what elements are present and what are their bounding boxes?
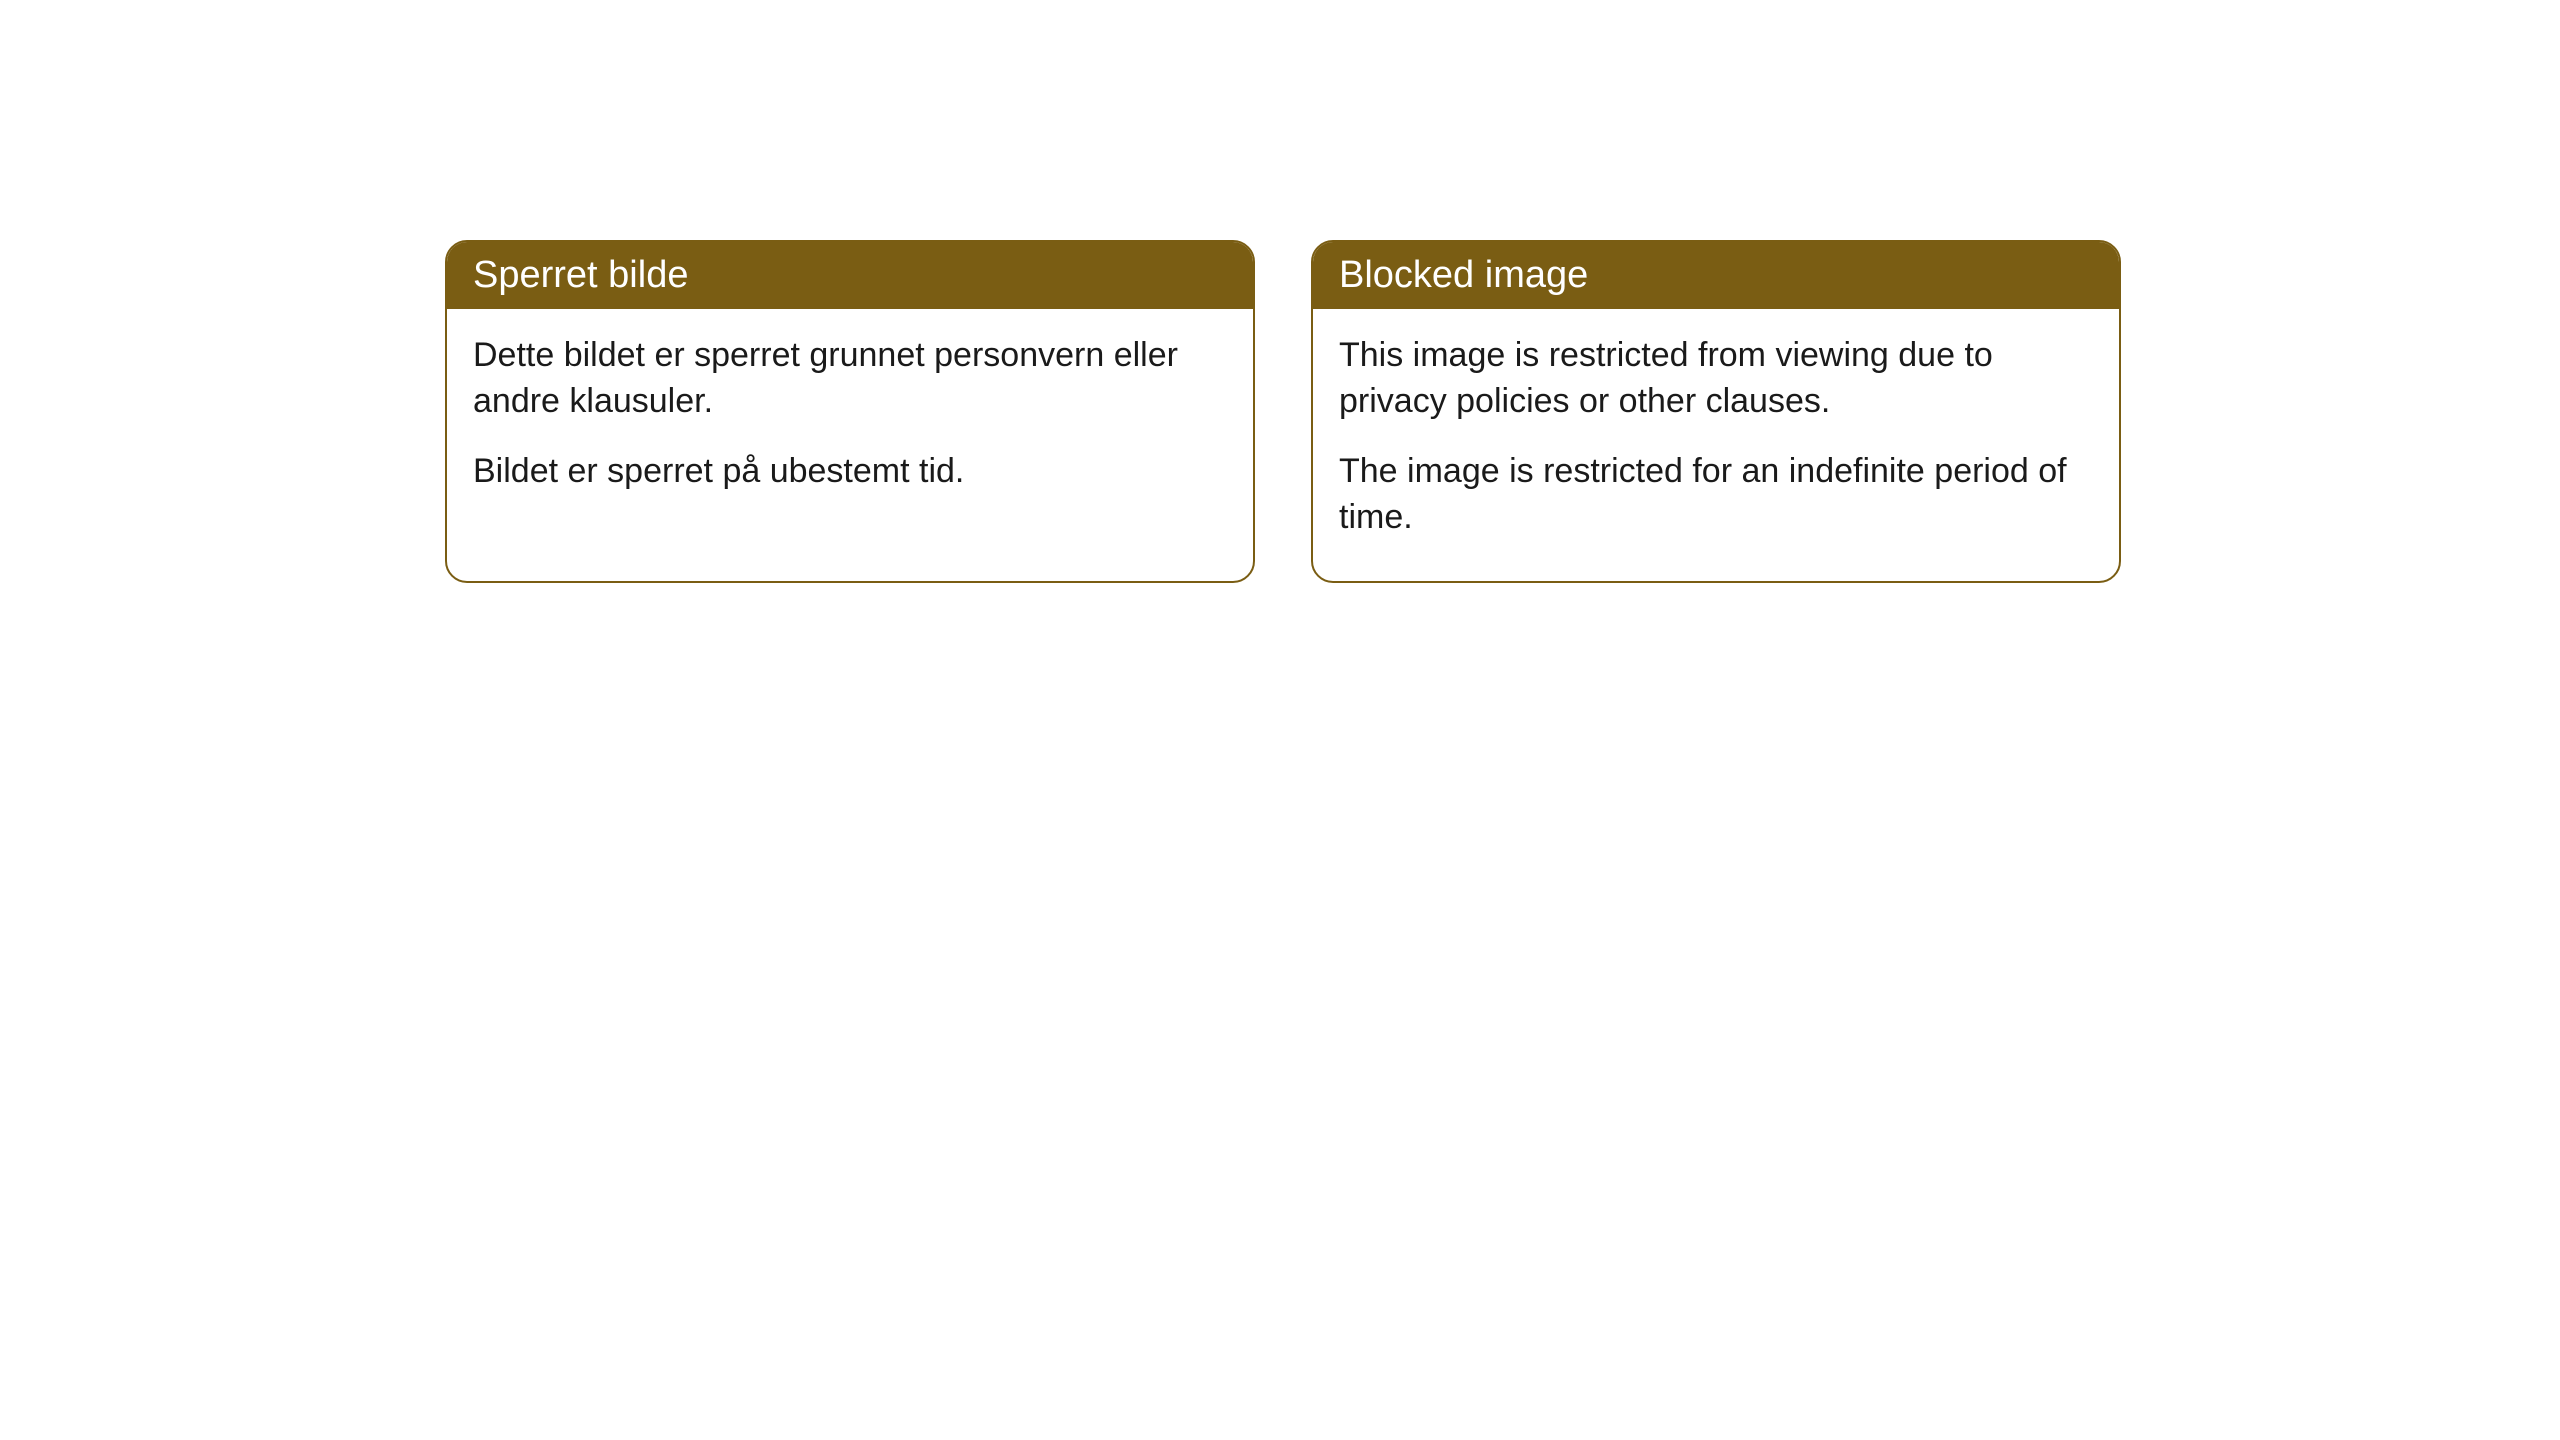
card-paragraph: Dette bildet er sperret grunnet personve…: [473, 333, 1227, 425]
card-body: This image is restricted from viewing du…: [1313, 309, 2119, 581]
card-title: Blocked image: [1339, 254, 1588, 296]
card-paragraph: Bildet er sperret på ubestemt tid.: [473, 449, 1227, 495]
blocked-image-card-english: Blocked image This image is restricted f…: [1311, 240, 2121, 583]
card-paragraph: This image is restricted from viewing du…: [1339, 333, 2093, 425]
card-header: Sperret bilde: [447, 242, 1253, 309]
card-title: Sperret bilde: [473, 254, 688, 296]
card-header: Blocked image: [1313, 242, 2119, 309]
card-body: Dette bildet er sperret grunnet personve…: [447, 309, 1253, 535]
notice-cards-container: Sperret bilde Dette bildet er sperret gr…: [445, 240, 2121, 583]
card-paragraph: The image is restricted for an indefinit…: [1339, 449, 2093, 541]
blocked-image-card-norwegian: Sperret bilde Dette bildet er sperret gr…: [445, 240, 1255, 583]
